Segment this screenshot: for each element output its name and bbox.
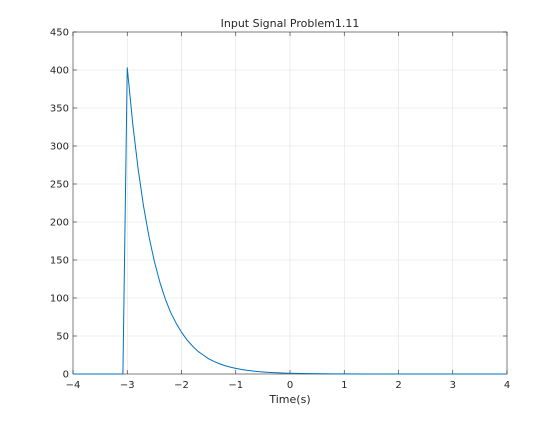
x-tick-label: −3	[120, 380, 135, 391]
x-tick-label: 3	[450, 380, 456, 391]
x-tick-label: 0	[287, 380, 293, 391]
y-tick-label: 0	[63, 370, 69, 381]
x-tick-label: −1	[228, 380, 243, 391]
y-tick-labels: 0 50 100 150 200 250 300 350 400 450	[50, 28, 69, 381]
x-tick-labels: −4 −3 −2 −1 0 1 2 3 4	[66, 380, 511, 391]
y-tick-label: 200	[50, 218, 69, 229]
x-tick-label: 4	[504, 380, 510, 391]
series-group	[73, 67, 507, 375]
x-tick-label: 1	[341, 380, 347, 391]
x-tick-label: −2	[174, 380, 189, 391]
y-tick-label: 400	[50, 66, 69, 77]
y-tick-label: 450	[50, 28, 69, 39]
x-tick-label: 2	[395, 380, 401, 391]
y-tick-label: 350	[50, 104, 69, 115]
signal-line	[73, 67, 507, 375]
y-tick-label: 300	[50, 142, 69, 153]
y-tick-label: 100	[50, 294, 69, 305]
y-tick-label: 150	[50, 256, 69, 267]
x-tick-label: −4	[66, 380, 81, 391]
y-tick-label: 50	[56, 332, 69, 343]
y-tick-label: 250	[50, 180, 69, 191]
grid-lines	[73, 32, 507, 374]
x-axis-label: Time(s)	[268, 393, 310, 406]
chart-title: Input Signal Problem1.11	[221, 17, 360, 30]
